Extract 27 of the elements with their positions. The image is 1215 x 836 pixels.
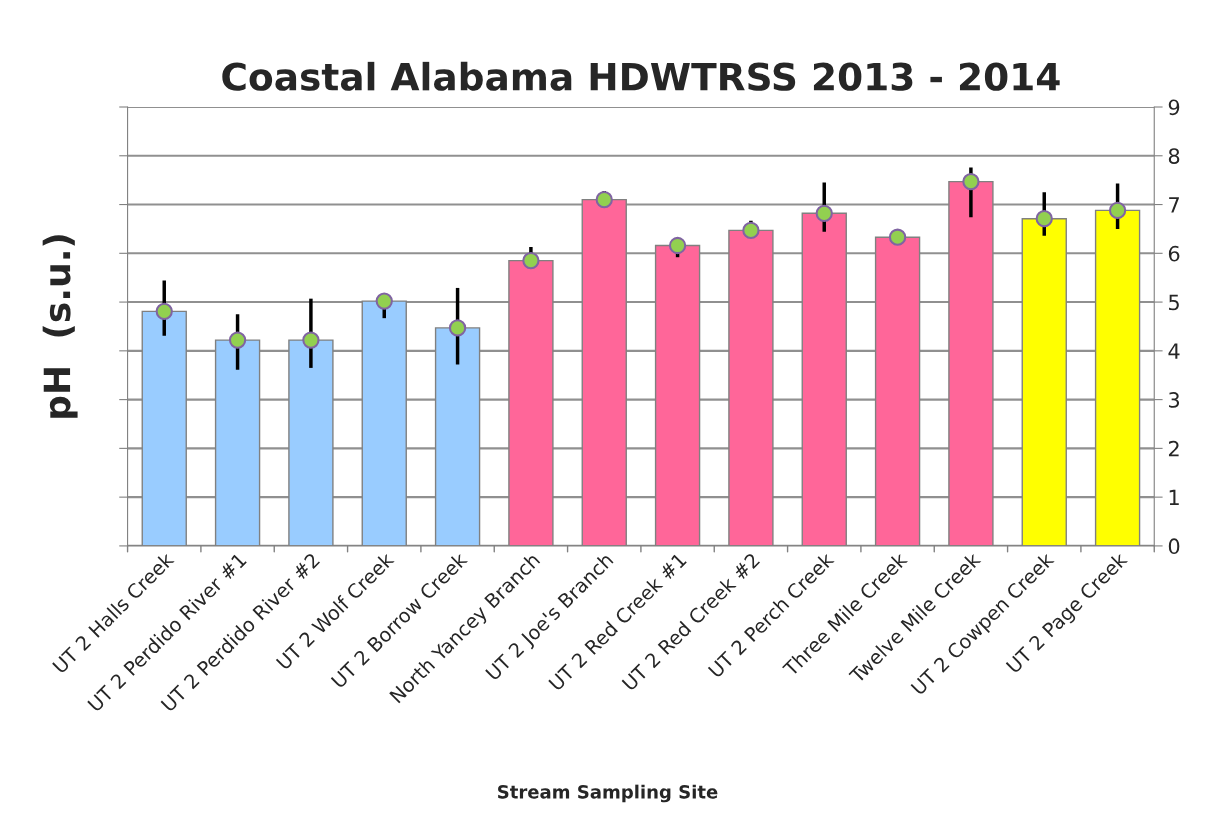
point [1035, 210, 1053, 228]
point [155, 302, 173, 320]
point [375, 292, 393, 310]
y-tick-label: 4 [1168, 343, 1180, 359]
chart-title: Coastal Alabama HDWTRSS 2013 - 2014 [222, 61, 1060, 91]
y-tick-label: 3 [1169, 392, 1180, 408]
point [228, 331, 247, 349]
y-tick-label: 9 [1168, 99, 1180, 116]
point [595, 191, 613, 209]
y-tick-label: 2 [1168, 440, 1179, 457]
point [668, 236, 687, 255]
y-tick-label: 8 [1168, 148, 1180, 164]
point [448, 319, 467, 337]
y-tick-label: 0 [1168, 538, 1180, 555]
point [962, 172, 980, 191]
point [1108, 201, 1127, 220]
point [742, 221, 760, 240]
y-tick-label: 7 [1169, 197, 1179, 213]
x-axis-title: Stream Sampling Site [498, 784, 718, 803]
y-tick-label: 6 [1168, 245, 1180, 262]
y-tick-label: 1 [1169, 489, 1179, 506]
point [522, 251, 540, 270]
point [888, 228, 907, 246]
point [302, 331, 320, 349]
point [815, 204, 833, 222]
y-axis-title: pH (s.u.) [42, 235, 78, 418]
y-tick-label: 5 [1169, 294, 1179, 311]
